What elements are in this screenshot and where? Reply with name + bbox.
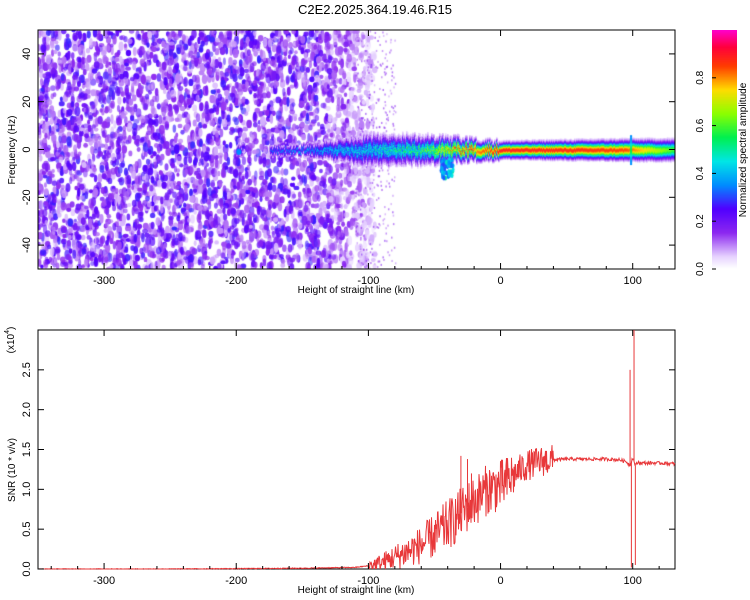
colorbar-tick-label: 0.8 xyxy=(695,70,706,84)
colorbar-tick-label: 0.4 xyxy=(695,166,706,180)
snr-plot-area xyxy=(38,330,676,570)
spectrogram-x-tick-label: 0 xyxy=(497,275,503,287)
spectrogram-x-tick-label: 100 xyxy=(624,275,642,287)
spectrogram-image xyxy=(38,30,675,269)
svg-text:(x104): (x104) xyxy=(4,327,17,354)
spectrogram-x-label: Height of straight line (km) xyxy=(298,285,415,296)
snr-series-line xyxy=(38,445,676,570)
colorbar-gradient xyxy=(712,30,737,269)
snr-y-axis: 0.0 0.5 1.0 1.5 2.0 2.5 xyxy=(21,362,675,577)
snr-y-tick-label: 2.5 xyxy=(21,362,33,377)
snr-x-axis: -300 -200 -100 0 100 xyxy=(50,330,660,587)
colorbar-tick-label: 0.6 xyxy=(695,118,706,132)
snr-x-tick-label: -300 xyxy=(93,575,115,587)
spectrogram-y-tick-label: 40 xyxy=(21,48,33,60)
snr-x-label: Height of straight line (km) xyxy=(298,585,415,596)
colorbar-label: Normalized spectral amplitude xyxy=(738,82,749,217)
spectrogram-x-axis: -300 -200 -100 0 100 xyxy=(50,30,660,287)
spectrogram-y-tick-label: 0 xyxy=(21,146,33,152)
spectrogram-x-tick-label: -200 xyxy=(225,275,247,287)
snr-x-tick-label: 0 xyxy=(497,575,503,587)
spectrogram-y-axis: -40 -20 0 20 40 xyxy=(21,48,675,253)
snr-scale-exponent: 4 xyxy=(4,330,11,334)
colorbar-tick-label: 0.2 xyxy=(695,214,706,228)
snr-y-tick-label: 1.5 xyxy=(21,442,33,457)
snr-y-tick-label: 1.0 xyxy=(21,482,33,497)
spectrogram-y-tick-label: -20 xyxy=(21,189,33,205)
snr-scale-note: (x104) xyxy=(4,327,17,354)
spectrogram-y-tick-label: 20 xyxy=(21,96,33,108)
snr-y-tick-label: 2.0 xyxy=(21,402,33,417)
spectrogram-x-tick-label: -300 xyxy=(93,275,115,287)
snr-x-tick-label: 100 xyxy=(624,575,642,587)
spectrogram-x-tick-label: -100 xyxy=(357,275,379,287)
snr-x-tick-label: -200 xyxy=(225,575,247,587)
snr-y-tick-label: 0.5 xyxy=(21,522,33,537)
snr-frame xyxy=(37,329,676,570)
spectrogram-y-label: Frequency (Hz) xyxy=(7,116,18,185)
snr-y-label: SNR (10 * v/v) xyxy=(7,438,18,502)
figure-title: C2E2.2025.364.19.46.R15 xyxy=(298,2,452,17)
spectrogram-y-tick-label: -40 xyxy=(21,237,33,253)
colorbar-axis: 0.0 0.2 0.4 0.6 0.8 xyxy=(695,70,716,276)
snr-x-tick-label: -100 xyxy=(357,575,379,587)
snr-scale-prefix: (x10 xyxy=(6,333,17,353)
colorbar-tick-label: 0.0 xyxy=(695,262,706,276)
snr-y-tick-label: 0.0 xyxy=(21,561,33,576)
